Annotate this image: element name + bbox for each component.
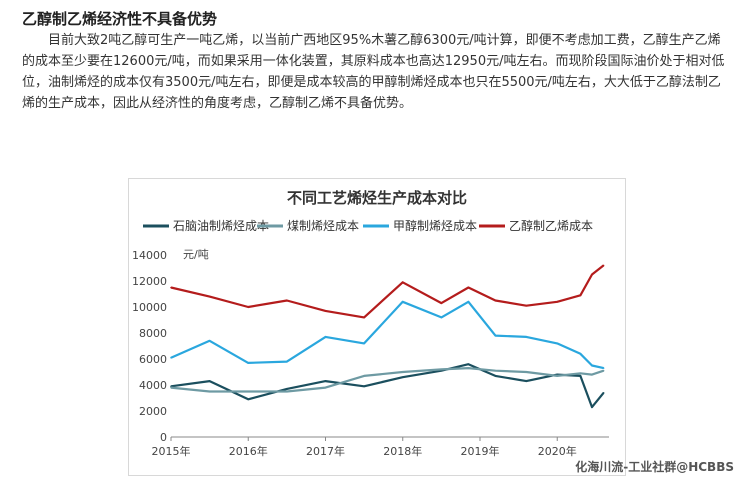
y-tick-label: 4000 [139, 379, 167, 392]
article-paragraph: 目前大致2吨乙醇可生产一吨乙烯，以当前广西地区95%木薯乙醇6300元/吨计算，… [22, 33, 725, 111]
data-point [494, 334, 497, 337]
data-point [247, 306, 250, 308]
data-point [208, 390, 211, 393]
data-point [440, 302, 443, 304]
data-point [525, 336, 528, 338]
data-point [286, 360, 288, 363]
data-point [401, 301, 404, 303]
data-point [556, 375, 559, 377]
article-title: 乙醇制乙烯经济性不具备优势 [22, 10, 218, 28]
data-point [494, 369, 497, 372]
data-point [363, 375, 365, 377]
data-point [401, 371, 404, 373]
data-point [591, 364, 593, 367]
series-line [170, 300, 604, 370]
x-tick-label: 2020年 [538, 444, 577, 458]
data-point [170, 286, 172, 289]
data-point [602, 367, 605, 369]
data-point [401, 376, 404, 378]
data-point [170, 356, 172, 359]
y-tick-label: 14000 [132, 249, 167, 262]
data-point [401, 281, 404, 284]
data-point [286, 390, 288, 393]
data-point [591, 273, 593, 276]
data-point [363, 316, 365, 319]
footer-tag: 化海川流-工业社群@HCBBS [575, 460, 734, 474]
data-point [324, 386, 327, 389]
legend-label: 煤制烯烃成本 [287, 219, 359, 233]
data-point [525, 304, 528, 307]
series-line [170, 363, 605, 409]
legend-label: 甲醇制烯烃成本 [393, 218, 477, 233]
data-point [170, 386, 172, 389]
x-tick-label: 2015年 [152, 444, 191, 458]
y-tick-label: 8000 [139, 327, 167, 340]
data-point [525, 380, 528, 382]
x-tick-label: 2016年 [229, 444, 268, 458]
x-tick-label: 2018年 [383, 444, 422, 458]
data-point [247, 398, 250, 401]
data-point [579, 375, 582, 377]
data-point [467, 367, 470, 369]
data-point [525, 371, 528, 373]
y-tick-label: 10000 [132, 301, 167, 314]
y-axis-label: 元/吨 [183, 248, 209, 261]
data-point [602, 264, 605, 267]
data-point [494, 375, 497, 377]
data-point [467, 286, 470, 289]
data-point [602, 369, 605, 372]
data-point [324, 336, 327, 338]
data-point [556, 301, 559, 303]
data-point [247, 362, 250, 364]
data-point [556, 342, 559, 345]
data-point [467, 301, 470, 303]
data-point [208, 295, 211, 298]
x-tick-label: 2019年 [460, 444, 499, 458]
data-point [286, 388, 288, 390]
data-point [579, 372, 582, 375]
data-point [591, 373, 593, 376]
x-tick-label: 2017年 [306, 444, 345, 458]
data-point [579, 294, 582, 297]
data-point [324, 380, 327, 382]
y-tick-label: 12000 [132, 275, 167, 288]
data-point [247, 390, 250, 393]
data-point [208, 380, 211, 382]
series-line [170, 264, 605, 319]
y-tick-label: 2000 [139, 405, 167, 418]
data-point [591, 406, 593, 408]
data-point [363, 385, 365, 388]
data-point [494, 299, 497, 302]
chart-title: 不同工艺烯烃生产成本对比 [287, 189, 467, 207]
data-point [286, 299, 288, 302]
data-point [602, 392, 605, 394]
legend-label: 石脑油制烯烃成本 [173, 219, 269, 233]
data-point [208, 340, 211, 342]
data-point [363, 342, 365, 345]
y-tick-label: 6000 [139, 353, 167, 366]
cost-comparison-chart: 不同工艺烯烃生产成本对比石脑油制烯烃成本 煤制烯烃成本 甲醇制烯烃成本 乙醇制乙烯成本… [128, 178, 626, 476]
data-point [440, 368, 443, 371]
legend-label: 乙醇制乙烯成本 [509, 218, 593, 233]
data-point [467, 363, 470, 365]
data-point [440, 316, 443, 319]
data-point [579, 353, 582, 355]
data-point [324, 310, 327, 312]
y-tick-label: 0 [160, 431, 167, 444]
